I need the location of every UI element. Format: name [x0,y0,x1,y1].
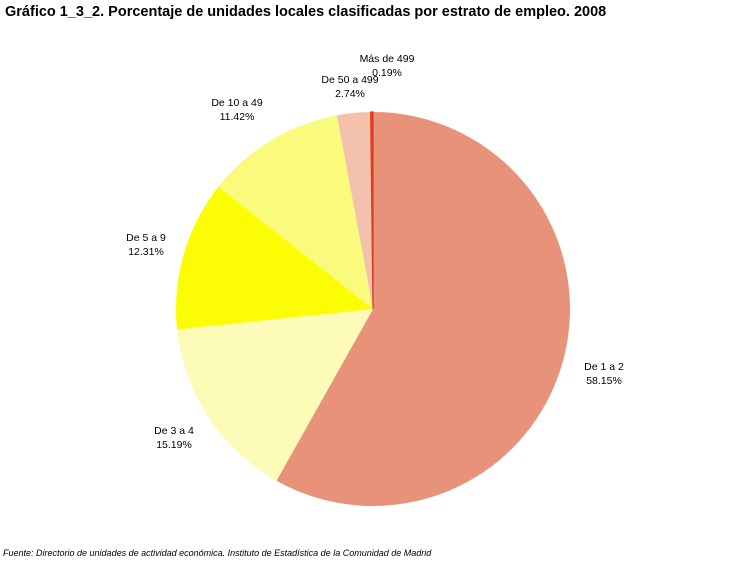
slice-category-label: De 50 a 499 [321,74,378,86]
chart-title: Gráfico 1_3_2. Porcentaje de unidades lo… [5,4,607,20]
source-note: Fuente: Directorio de unidades de activi… [3,548,432,558]
pie-slice [218,115,373,309]
slice-category-label: De 3 a 4 [154,425,194,437]
slice-value-label: 15.19% [156,439,192,451]
pie-slices [175,111,570,506]
slice-value-label: 2.74% [335,88,365,100]
pie-slice [276,112,570,506]
slice-value-label: 12.31% [128,246,164,258]
slice-value-label: 0.19% [372,67,402,79]
pie-chart: De 1 a 2 58.15% De 3 a 4 15.19% De 5 a 9 12.3… [126,53,624,506]
pie-slice [370,111,374,310]
pie-slice [175,186,373,330]
slice-value-label: 11.42% [220,111,255,123]
pie-slice [336,112,373,309]
pie-labels: De 1 a 2 58.15% De 3 a 4 15.19% De 5 a 9 12.3… [126,53,624,451]
slice-category-label: De 1 a 2 [584,361,624,373]
slice-category-label: De 10 a 49 [211,97,263,109]
pie-slice [177,309,373,481]
slice-category-label: Más de 499 [360,53,415,65]
slice-category-label: De 5 a 9 [126,232,166,244]
slice-value-label: 58.15% [586,375,622,387]
